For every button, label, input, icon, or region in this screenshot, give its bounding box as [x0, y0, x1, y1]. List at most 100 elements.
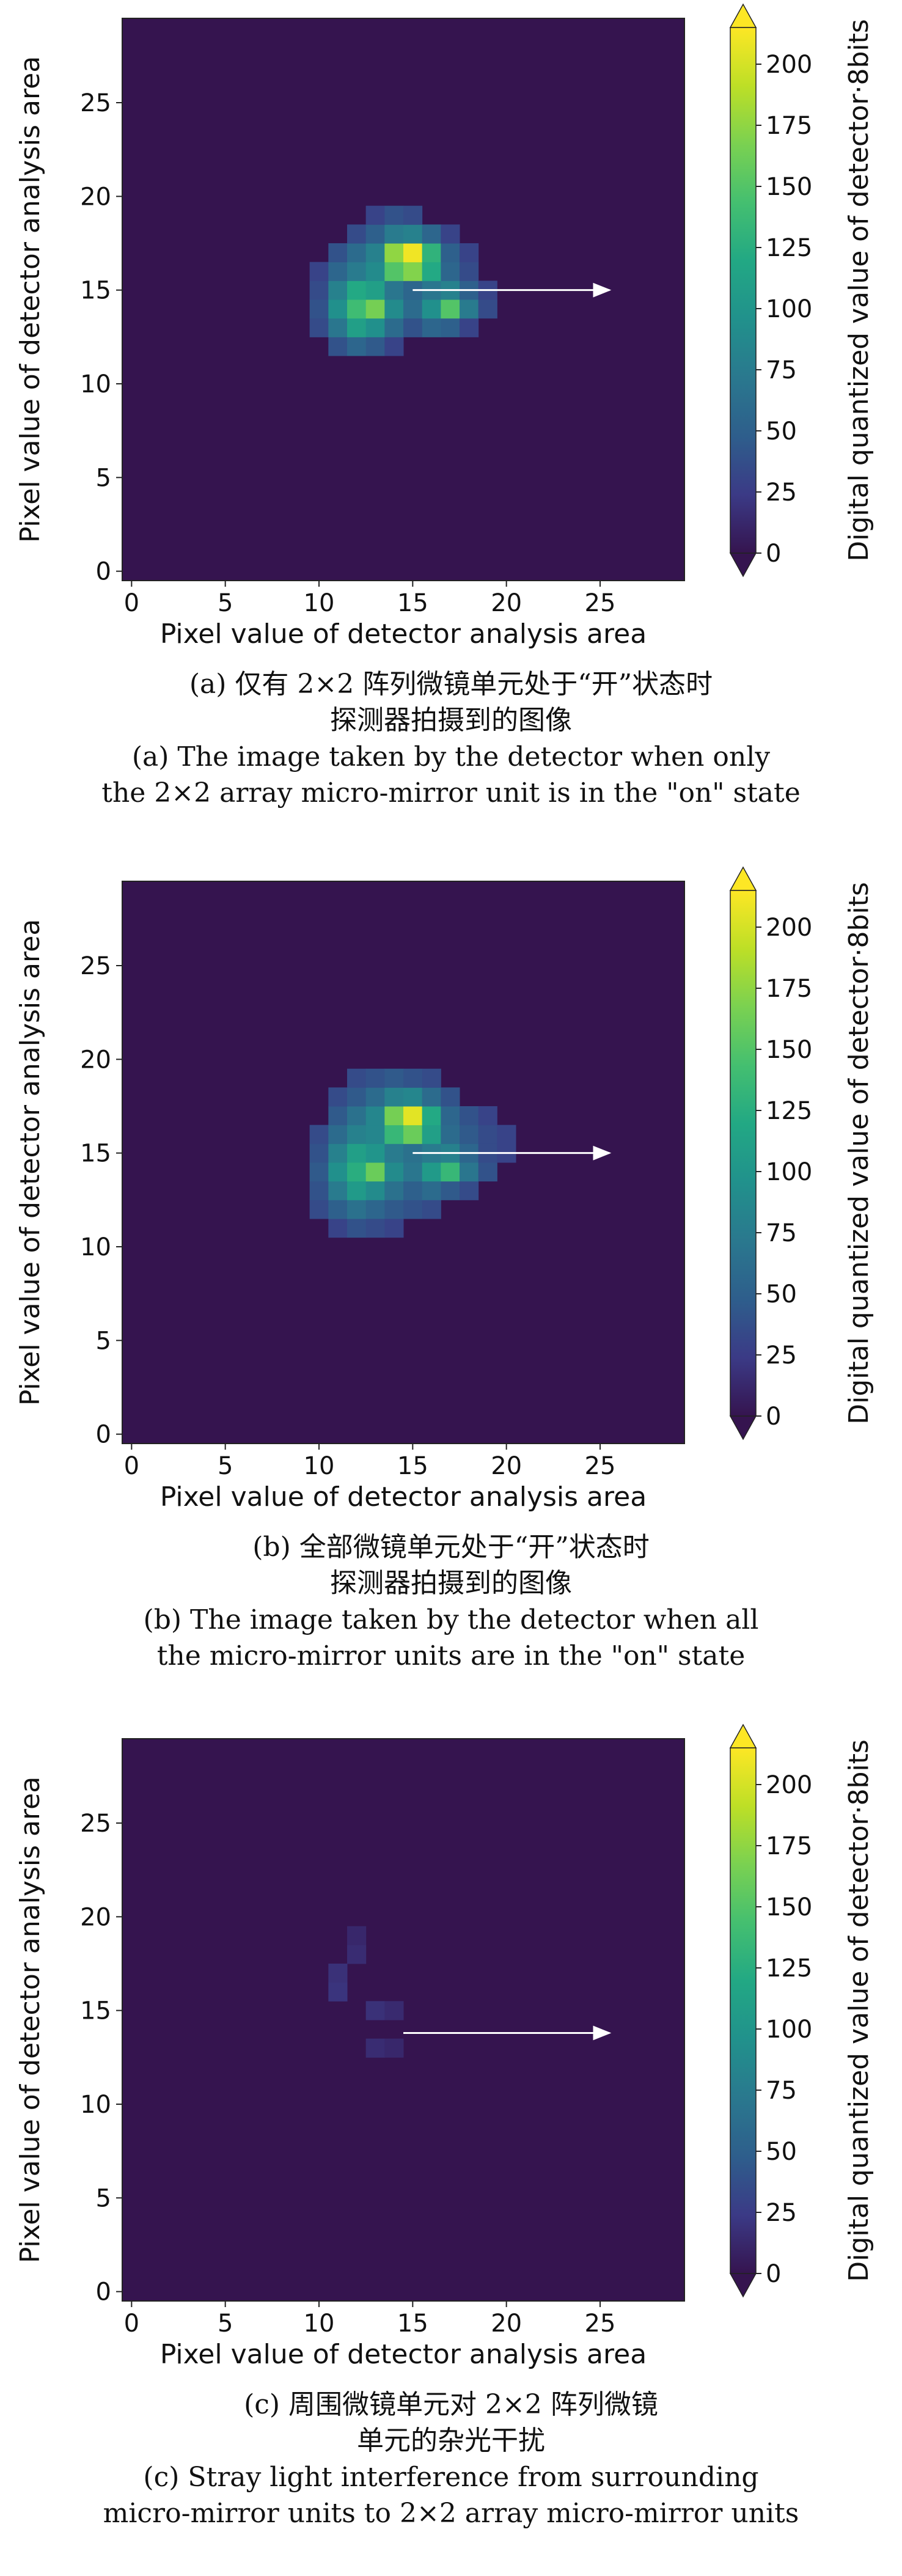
heatmap-cell: [384, 205, 404, 225]
heatmap-cell: [403, 1087, 423, 1107]
heatmap-cell: [347, 281, 367, 300]
heatmap-cell: [365, 262, 385, 281]
colorbar-tick-label: 150: [766, 173, 812, 201]
heatmap-cell: [309, 1162, 329, 1182]
heatmap-cell: [309, 1143, 329, 1163]
heatmap-cell: [347, 299, 367, 319]
colorbar-tick-label: 100: [766, 1158, 812, 1186]
heatmap-cell: [309, 1181, 329, 1200]
heatmap-cell: [328, 1125, 348, 1144]
y-axis-label: Pixel value of detector analysis area: [15, 56, 46, 543]
heatmap-cell: [403, 1200, 423, 1219]
heatmap-cell: [403, 1181, 423, 1200]
y-tick-label: 5: [96, 1327, 111, 1355]
caption-c-zh-line1: (c) 周围微镜单元对 2×2 阵列微镜: [244, 2389, 658, 2420]
colorbar-tick-label: 25: [766, 1341, 797, 1370]
colorbar-tick-label: 75: [766, 356, 797, 384]
x-axis-label: Pixel value of detector analysis area: [160, 2339, 647, 2370]
heatmap-cell: [328, 1087, 348, 1107]
x-tick-label: 15: [397, 589, 428, 617]
heatmap-cell: [460, 318, 479, 337]
heatmap-cell: [384, 318, 404, 337]
colorbar-label: Digital quantized value of detector·8bit…: [843, 882, 875, 1425]
heatmap-cell: [347, 1106, 367, 1126]
panel-a: 0 5 10 15 20 25 0 5 10 15 20 25 Pixel value of detec…: [0, 0, 902, 856]
heatmap-cell: [422, 1125, 441, 1144]
heatmap-cell: [365, 224, 385, 244]
colorbar-tick-label: 175: [766, 975, 812, 1003]
y-tick-label: 5: [96, 2184, 111, 2212]
heatmap-cell: [384, 1087, 404, 1107]
caption-b-zh-line1: (b) 全部微镜单元处于“开”状态时: [252, 1532, 650, 1563]
heatmap-cell: [460, 1125, 479, 1144]
y-tick-label: 0: [96, 558, 111, 586]
heatmap-cell: [384, 1143, 404, 1163]
y-tick-label: 15: [80, 1140, 111, 1168]
x-tick-label: 25: [585, 2310, 616, 2338]
y-tick-label: 20: [80, 1903, 111, 1931]
heatmap-cell: [347, 318, 367, 337]
plot-frame: [122, 18, 685, 581]
heatmap-cell: [422, 1162, 441, 1182]
y-tick-label: 10: [80, 1233, 111, 1261]
heatmap-cell: [384, 1181, 404, 1200]
heatmap-cell: [441, 1125, 460, 1144]
heatmap-cell: [422, 1087, 441, 1107]
heatmap-cell: [328, 1982, 348, 2002]
x-tick-label: 10: [304, 1452, 335, 1480]
colorbar-label: Digital quantized value of detector·8bit…: [843, 19, 875, 562]
x-tick-label: 0: [124, 589, 139, 617]
y-tick-label: 0: [96, 2278, 111, 2306]
heatmap-cell: [384, 243, 404, 263]
caption-a-zh-line2: 探测器拍摄到的图像: [330, 705, 572, 736]
x-tick-label: 15: [397, 2310, 428, 2338]
colorbar-tick-label: 150: [766, 1036, 812, 1064]
heatmap-cell: [403, 1162, 423, 1182]
heatmap-cell: [384, 2038, 404, 2058]
heatmap-cell: [347, 1926, 367, 1945]
heatmap-cell: [365, 281, 385, 300]
y-tick-label: 0: [96, 1421, 111, 1449]
colorbar-top-extension: [729, 1723, 757, 1749]
heatmap-cell: [347, 1219, 367, 1238]
heatmap-cell: [441, 1106, 460, 1126]
heatmap-cell: [403, 299, 423, 319]
x-tick-label: 5: [218, 589, 233, 617]
x-tick-label: 0: [124, 1452, 139, 1480]
heatmap-cell: [328, 299, 348, 319]
caption-b-zh-line2: 探测器拍摄到的图像: [330, 1568, 572, 1599]
y-tick-label: 25: [80, 1810, 111, 1838]
colorbar-top-extension: [729, 866, 757, 891]
y-axis-label: Pixel value of detector analysis area: [15, 919, 46, 1406]
heatmap-cell: [384, 337, 404, 356]
heatmap-cell: [384, 1200, 404, 1219]
colorbar-tick-label: 175: [766, 1832, 812, 1860]
heatmap-cell: [403, 224, 423, 244]
heatmap-cell: [384, 2001, 404, 2020]
y-tick-label: 20: [80, 183, 111, 211]
colorbar-tick-label: 50: [766, 1280, 797, 1308]
heatmap-cell: [422, 318, 441, 337]
x-tick-label: 25: [585, 589, 616, 617]
heatmap-cell: [328, 1964, 348, 1983]
y-tick-label: 25: [80, 89, 111, 117]
heatmap-cell: [441, 299, 460, 319]
colorbar-tick-label: 200: [766, 51, 812, 79]
colorbar-tick-label: 0: [766, 2260, 781, 2288]
heatmap-cell: [478, 1106, 497, 1126]
heatmap-cell: [478, 299, 497, 319]
heatmap-cell: [347, 1087, 367, 1107]
heatmap-cell: [328, 1200, 348, 1219]
colorbar-top-extension: [729, 3, 757, 28]
colorbar-bottom-extension: [729, 552, 757, 578]
heatmap-cell: [422, 1181, 441, 1200]
heatmap-cell: [347, 262, 367, 281]
heatmap-cell: [422, 1068, 441, 1088]
x-axis-label: Pixel value of detector analysis area: [160, 1481, 647, 1513]
heatmap-cell: [422, 299, 441, 319]
heatmap-cell: [365, 2001, 385, 2020]
heatmap-cell: [384, 262, 404, 281]
colorbar-tick-label: 0: [766, 1403, 781, 1431]
